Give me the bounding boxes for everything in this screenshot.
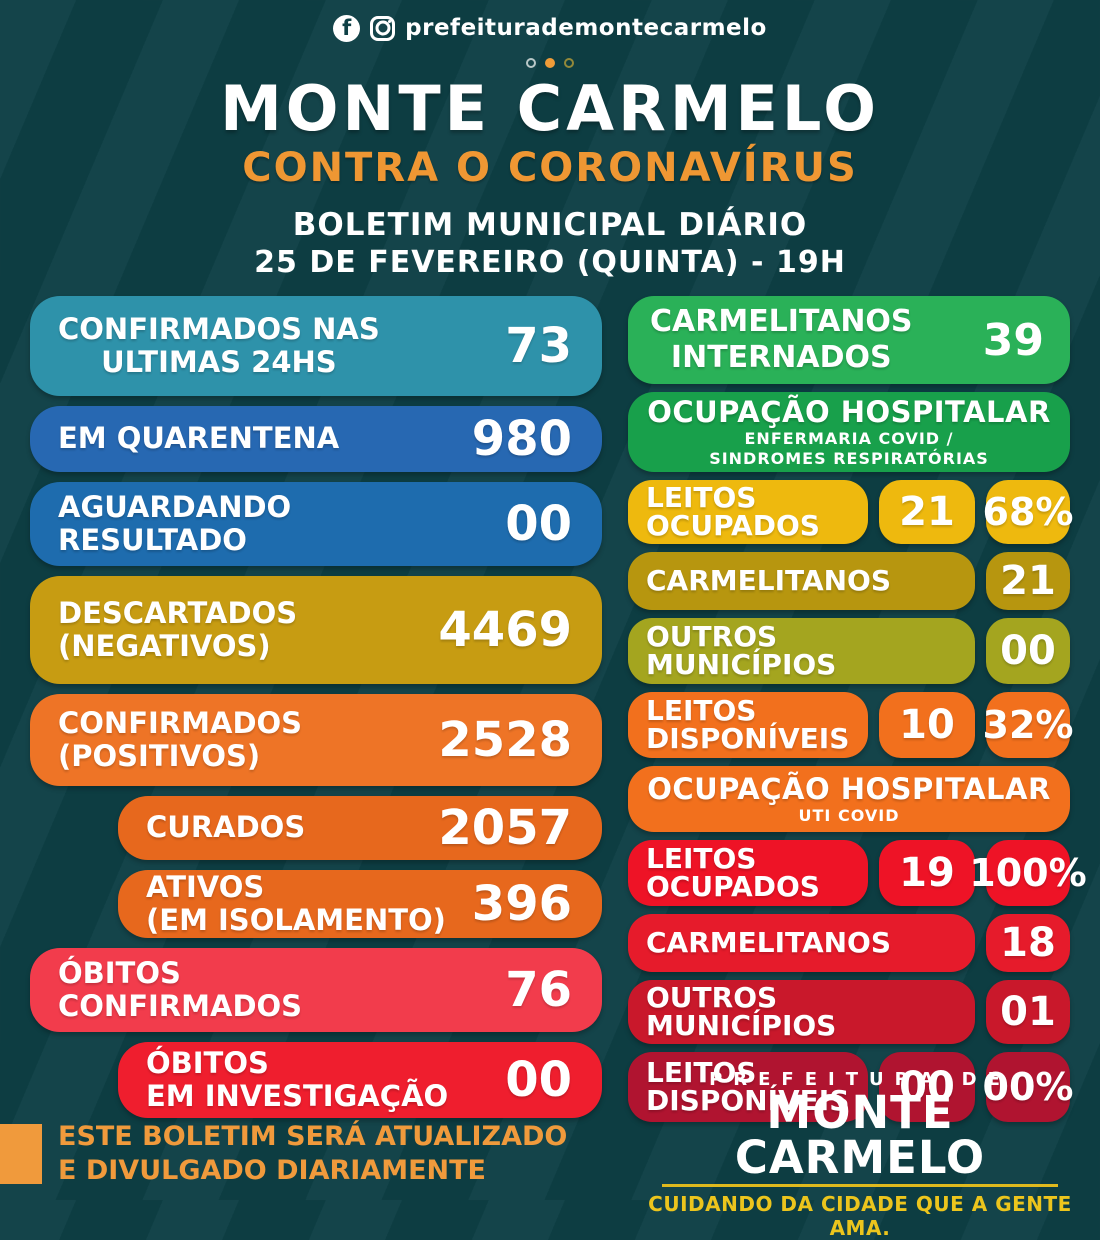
stat-label: LEITOS OCUPADOS bbox=[628, 840, 868, 906]
stat-value: 39 bbox=[982, 314, 1044, 366]
stat-label: ÓBITOS CONFIRMADOS bbox=[58, 955, 303, 1023]
stat-label: CONFIRMADOS NAS ULTIMAS 24HS bbox=[58, 311, 380, 379]
row-outros-municipios-enfermaria: OUTROS MUNICÍPIOS 00 bbox=[628, 618, 1070, 684]
stat-value-pill: 18 bbox=[986, 914, 1070, 972]
social-handle-row: f prefeiturademontecarmelo bbox=[0, 12, 1100, 44]
stat-label: OUTROS MUNICÍPIOS bbox=[628, 618, 975, 684]
stat-label: CURADOS bbox=[146, 810, 306, 845]
stat-value-pill: 00 bbox=[986, 618, 1070, 684]
orange-square-ornament bbox=[0, 1124, 42, 1184]
facebook-icon: f bbox=[333, 14, 361, 42]
logo-top-text: PREFEITURA DE bbox=[709, 1068, 1011, 1090]
row-leitos-disponiveis-enfermaria: LEITOS DISPONÍVEIS 10 32% bbox=[628, 692, 1073, 758]
stat-percent-pill: 00% bbox=[983, 1052, 1073, 1122]
instagram-icon bbox=[370, 15, 396, 41]
stat-value: 2057 bbox=[438, 800, 572, 856]
stat-label: CARMELITANOS bbox=[628, 552, 975, 610]
stat-obitos-confirmados: ÓBITOS CONFIRMADOS 76 bbox=[30, 948, 602, 1032]
stat-label: CONFIRMADOS (POSITIVOS) bbox=[58, 705, 303, 773]
bulletin-title: BOLETIM MUNICIPAL DIÁRIO bbox=[292, 207, 808, 243]
footer: ESTE BOLETIM SERÁ ATUALIZADO E DIVULGADO… bbox=[0, 1069, 1100, 1240]
stat-label: LEITOS DISPONÍVEIS bbox=[628, 1052, 868, 1122]
stat-descartados: DESCARTADOS (NEGATIVOS) 4469 bbox=[30, 576, 602, 684]
section-subtitle: ENFERMARIA COVID / bbox=[744, 429, 954, 448]
stat-label: ATIVOS (EM ISOLAMENTO) bbox=[146, 869, 446, 937]
section-title: OCUPAÇÃO HOSPITALAR bbox=[647, 395, 1051, 429]
stat-value: 980 bbox=[471, 411, 572, 467]
logo-name: MONTE CARMELO bbox=[734, 1085, 986, 1184]
section-title: OCUPAÇÃO HOSPITALAR bbox=[647, 772, 1051, 806]
stat-percent-pill: 68% bbox=[983, 480, 1073, 544]
stat-value-pill: 00 bbox=[879, 1052, 975, 1122]
section-header-uti: OCUPAÇÃO HOSPITALAR UTI COVID bbox=[628, 766, 1070, 832]
stat-label: DESCARTADOS (NEGATIVOS) bbox=[58, 595, 298, 663]
stat-percent-pill: 100% bbox=[969, 840, 1087, 906]
stat-value: 00 bbox=[505, 1052, 572, 1108]
stat-confirmados-24hs: CONFIRMADOS NAS ULTIMAS 24HS 73 bbox=[30, 296, 602, 396]
stat-value-pill: 21 bbox=[879, 480, 975, 544]
stat-value: 76 bbox=[505, 962, 572, 1018]
stat-carmelitanos-internados: CARMELITANOS INTERNADOS 39 bbox=[628, 296, 1070, 384]
page-subtitle: CONTRA O CORONAVÍRUS bbox=[242, 145, 858, 191]
stat-ativos: ATIVOS (EM ISOLAMENTO) 396 bbox=[118, 870, 602, 938]
stat-obitos-investigacao: ÓBITOS EM INVESTIGAÇÃO 00 bbox=[118, 1042, 602, 1118]
right-column: CARMELITANOS INTERNADOS 39 OCUPAÇÃO HOSPI… bbox=[628, 296, 1087, 1122]
stat-label: OUTROS MUNICÍPIOS bbox=[628, 980, 975, 1044]
dot-icon bbox=[564, 58, 574, 68]
stat-label: CARMELITANOS INTERNADOS bbox=[650, 304, 913, 375]
stat-label: EM QUARENTENA bbox=[58, 421, 340, 456]
stat-value-pill: 01 bbox=[986, 980, 1070, 1044]
stats-grid: CONFIRMADOS NAS ULTIMAS 24HS 73 EM QUAREN… bbox=[0, 296, 1100, 1122]
logo-tagline: CUIDANDO DA CIDADE QUE A GENTE AMA. bbox=[648, 1191, 1072, 1240]
stat-label: LEITOS DISPONÍVEIS bbox=[628, 692, 868, 758]
dot-icon bbox=[545, 58, 555, 68]
stat-value: 396 bbox=[471, 876, 572, 932]
bulletin-date: 25 DE FEVEREIRO (QUINTA) - 19H bbox=[254, 245, 846, 280]
prefeitura-logo: PREFEITURA DE MONTE CARMELO CUIDANDO DA … bbox=[640, 1069, 1080, 1240]
stat-aguardando-resultado: AGUARDANDO RESULTADO 00 bbox=[30, 482, 602, 566]
stat-label: AGUARDANDO RESULTADO bbox=[58, 489, 292, 557]
row-outros-municipios-uti: OUTROS MUNICÍPIOS 01 bbox=[628, 980, 1070, 1044]
stat-label: LEITOS OCUPADOS bbox=[628, 480, 868, 544]
stat-value-pill: 19 bbox=[879, 840, 975, 906]
stat-label: ÓBITOS EM INVESTIGAÇÃO bbox=[146, 1045, 449, 1113]
social-handle: prefeiturademontecarmelo bbox=[405, 15, 767, 41]
stat-value: 00 bbox=[505, 496, 572, 552]
update-note: ESTE BOLETIM SERÁ ATUALIZADO E DIVULGADO… bbox=[58, 1121, 568, 1186]
page-title: MONTE CARMELO bbox=[220, 72, 880, 145]
section-subtitle: UTI COVID bbox=[798, 806, 900, 825]
header: f prefeiturademontecarmelo MONTE CARMELO… bbox=[0, 0, 1100, 280]
row-leitos-ocupados-uti: LEITOS OCUPADOS 19 100% bbox=[628, 840, 1087, 906]
row-carmelitanos-uti: CARMELITANOS 18 bbox=[628, 914, 1070, 972]
stat-confirmados-positivos: CONFIRMADOS (POSITIVOS) 2528 bbox=[30, 694, 602, 786]
covid-bulletin-poster: { "header": { "social_handle": "prefeitu… bbox=[0, 0, 1100, 1200]
stat-value: 4469 bbox=[438, 602, 572, 658]
stat-value: 73 bbox=[505, 318, 572, 374]
row-leitos-ocupados-enfermaria: LEITOS OCUPADOS 21 68% bbox=[628, 480, 1073, 544]
dots-ornament bbox=[0, 58, 1100, 68]
stat-percent-pill: 32% bbox=[983, 692, 1073, 758]
stat-label: CARMELITANOS bbox=[628, 914, 975, 972]
row-leitos-disponiveis-uti: LEITOS DISPONÍVEIS 00 00% bbox=[628, 1052, 1073, 1122]
stat-value-pill: 10 bbox=[879, 692, 975, 758]
left-column: CONFIRMADOS NAS ULTIMAS 24HS 73 EM QUAREN… bbox=[30, 296, 602, 1122]
stat-value: 2528 bbox=[438, 712, 572, 768]
stat-em-quarentena: EM QUARENTENA 980 bbox=[30, 406, 602, 472]
logo-underline bbox=[662, 1183, 1058, 1187]
section-subtitle: SINDROMES RESPIRATÓRIAS bbox=[709, 449, 989, 468]
section-header-enfermaria: OCUPAÇÃO HOSPITALAR ENFERMARIA COVID / S… bbox=[628, 392, 1070, 472]
stat-value-pill: 21 bbox=[986, 552, 1070, 610]
stat-curados: CURADOS 2057 bbox=[118, 796, 602, 860]
row-carmelitanos-enfermaria: CARMELITANOS 21 bbox=[628, 552, 1070, 610]
dot-icon bbox=[526, 58, 536, 68]
